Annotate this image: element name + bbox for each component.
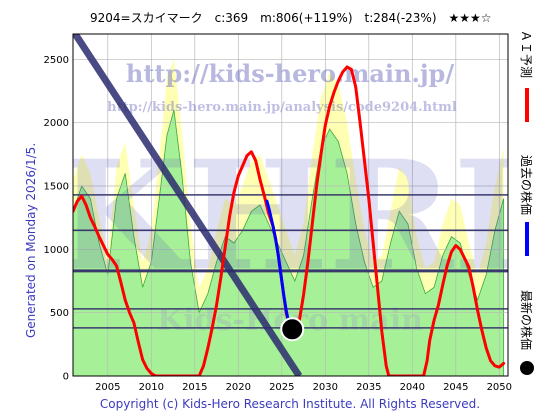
series-past-price-line: [265, 199, 294, 331]
copyright-text: Copyright (c) Kids-Hero Research Institu…: [100, 397, 480, 411]
x-tick-label-2020: 2020: [226, 382, 251, 393]
y-tick-label-0: 0: [63, 372, 69, 383]
watermark-url: http://kids-hero.main.jp/: [126, 59, 454, 88]
x-tick-label-2015: 2015: [182, 382, 207, 393]
chart-title: 9204=スカイマーク c:369 m:806(+119%) t:284(-23…: [90, 11, 492, 25]
legend-latest-label: 最新の株価: [519, 290, 534, 350]
legend: ＡＩ予測 過去の株価 最新の株価: [519, 30, 534, 375]
generated-label: Generated on Monday 2026/1/5.: [24, 143, 38, 338]
x-axis-ticks: 2005 2010 2015 2020 2025 2030 2035 2040 2045 2050: [95, 382, 512, 393]
watermark-page: http://kids-hero.main.jp/analysis/code92…: [107, 100, 457, 115]
x-tick-label-2050: 2050: [487, 382, 512, 393]
y-tick-label-2500: 2500: [44, 55, 69, 66]
x-tick-label-2030: 2030: [313, 382, 338, 393]
watermark-big: KHRI: [57, 128, 524, 304]
x-tick-label-2040: 2040: [400, 382, 425, 393]
y-axis-ticks: 0 500 1000 1500 2000 2500: [44, 55, 69, 383]
legend-past-label: 過去の株価: [519, 155, 534, 215]
trend-line-group: [73, 34, 303, 376]
y-tick-label-500: 500: [50, 308, 69, 319]
trend-line: [73, 34, 303, 376]
x-tick-label-2025: 2025: [269, 382, 294, 393]
latest-point-layer: [280, 317, 305, 342]
legend-forecast-label: ＡＩ予測: [519, 30, 533, 78]
plot-border: [72, 33, 509, 377]
x-tick-label-2010: 2010: [139, 382, 164, 393]
y-tick-label-2000: 2000: [44, 118, 69, 129]
legend-latest-swatch: [520, 361, 534, 375]
x-tick-label-2035: 2035: [356, 382, 381, 393]
latest-price-point: [280, 317, 305, 342]
y-tick-label-1500: 1500: [44, 182, 69, 193]
x-tick-label-2045: 2045: [443, 382, 468, 393]
x-tick-label-2005: 2005: [95, 382, 120, 393]
plot-area: KHRI http://kids-hero.main.jp/ http://ki…: [57, 34, 524, 376]
y-tick-label-1000: 1000: [44, 245, 69, 256]
